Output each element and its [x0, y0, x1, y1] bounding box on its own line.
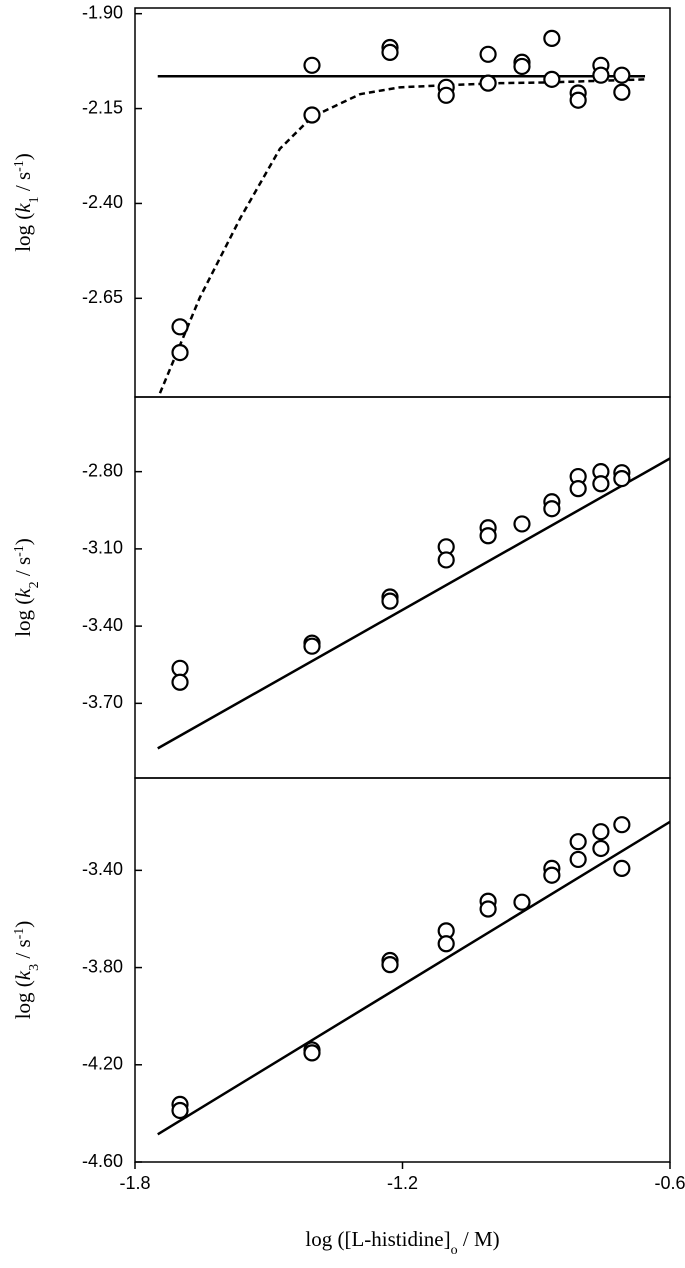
data-point: [479, 527, 497, 545]
y-tick-label: -4.60: [82, 1151, 123, 1171]
y-axis-label-part: -1: [12, 160, 27, 172]
x-axis-label-part: / M): [458, 1227, 500, 1251]
data-point: [592, 823, 610, 841]
y-tick-label: -2.65: [82, 287, 123, 307]
data-point: [613, 66, 631, 84]
data-point: [171, 673, 189, 691]
y-axis-label-part: 1: [27, 196, 42, 203]
y-axis-label-part: / s: [11, 557, 35, 582]
data-point: [513, 57, 531, 76]
y-axis-label: log (k1 / s-1): [11, 153, 42, 252]
dashed-curve: [158, 78, 646, 394]
x-axis-label-part: o: [451, 1243, 458, 1258]
data-point: [569, 91, 587, 109]
y-axis-label-part: log (: [11, 213, 35, 252]
y-axis-label-part: log (: [11, 598, 35, 637]
y-axis-label-part: log (: [11, 980, 35, 1019]
data-point: [437, 551, 455, 569]
data-point: [479, 900, 497, 918]
x-tick-label: -1.2: [387, 1173, 418, 1193]
data-point: [303, 106, 321, 124]
data-point: [592, 66, 610, 84]
data-point: [381, 43, 399, 62]
x-axis-label: log ([L-histidine]o / M): [305, 1227, 499, 1258]
y-tick-label: -3.70: [82, 692, 123, 712]
plot-area: [157, 820, 670, 1136]
y-axis-label-part: / s: [11, 172, 35, 197]
y-tick-label: -2.40: [82, 192, 123, 212]
plot-area: [157, 75, 646, 394]
data-point: [381, 592, 399, 610]
x-tick-label: -1.8: [119, 1173, 150, 1193]
data-point: [613, 816, 631, 834]
data-point: [613, 859, 631, 878]
y-axis-label-part: ): [11, 153, 35, 160]
data-point: [171, 1101, 189, 1120]
data-point: [569, 833, 587, 851]
y-axis-label: log (k2 / s-1): [11, 538, 42, 637]
data-point: [613, 83, 631, 101]
x-tick-label: -0.6: [654, 1173, 685, 1193]
data-point: [437, 935, 455, 953]
fit-line: [157, 820, 670, 1136]
data-point: [569, 850, 587, 869]
data-point: [303, 637, 321, 655]
data-point: [513, 893, 531, 911]
y-tick-label: -4.20: [82, 1054, 123, 1074]
y-axis-label: log (k3 / s-1): [11, 921, 42, 1020]
y-axis-label-part: 3: [27, 964, 42, 971]
data-point: [479, 74, 497, 92]
y-axis-label-part: -1: [12, 545, 27, 557]
y-axis-label-part: k: [11, 970, 35, 980]
data-point: [303, 56, 321, 74]
data-point: [513, 515, 531, 533]
data-point: [592, 475, 610, 493]
data-point: [171, 343, 189, 362]
y-tick-label: -1.90: [82, 2, 123, 22]
x-axis-label-part: log ([L-histidine]: [305, 1227, 450, 1251]
y-tick-label: -3.40: [82, 859, 123, 879]
y-tick-label: -3.40: [82, 615, 123, 635]
y-axis-label-part: k: [11, 203, 35, 213]
data-point: [543, 70, 561, 88]
data-point: [543, 29, 561, 47]
data-point: [592, 839, 610, 858]
data-point: [613, 470, 631, 488]
plot-area: [157, 457, 670, 750]
data-point: [171, 659, 189, 677]
data-point: [543, 500, 561, 518]
data-point: [171, 318, 189, 336]
data-point: [543, 866, 561, 884]
y-tick-label: -3.80: [82, 956, 123, 976]
y-tick-label: -3.10: [82, 538, 123, 558]
data-point: [381, 956, 399, 974]
plot-frame: [134, 777, 671, 1163]
plot-frame: [134, 396, 671, 779]
y-tick-label: -2.15: [82, 97, 123, 117]
fit-line: [157, 457, 670, 750]
y-axis-label-part: 2: [27, 581, 42, 588]
y-axis-label-part: ): [11, 538, 35, 545]
data-point: [479, 45, 497, 63]
y-axis-label-part: / s: [11, 939, 35, 964]
y-axis-label-part: k: [11, 588, 35, 598]
data-point: [437, 86, 455, 104]
y-axis-label-part: ): [11, 921, 35, 928]
y-tick-label: -2.80: [82, 460, 123, 480]
data-point: [303, 1044, 321, 1062]
plot-frame: [134, 7, 671, 398]
y-axis-label-part: -1: [12, 928, 27, 940]
data-point: [569, 480, 587, 498]
